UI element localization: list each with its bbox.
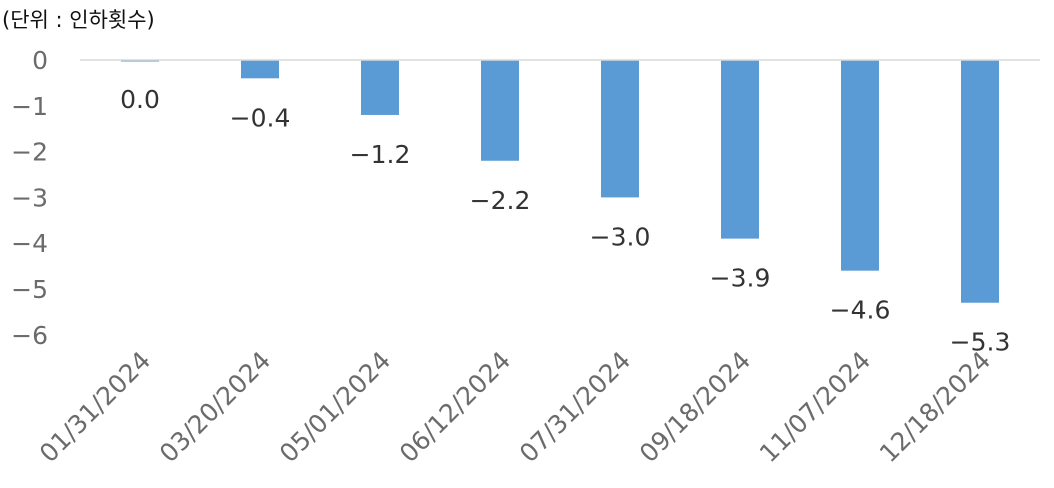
x-category-label: 07/31/2024	[514, 346, 636, 468]
x-category-label: 12/18/2024	[874, 346, 996, 468]
unit-label: (단위 : 인하횟수)	[2, 8, 155, 32]
data-label: −1.2	[350, 140, 411, 169]
bar	[601, 60, 639, 198]
y-tick-label: −6	[11, 321, 48, 350]
y-tick-label: 0	[32, 46, 48, 75]
labels-layer: 0.0 01/31/2024 −0.4 03/20/2024 −1.2 05/01/202…	[34, 59, 1040, 468]
bars-layer	[121, 60, 999, 303]
x-category-label: 05/01/2024	[274, 346, 396, 468]
y-tick-label: −1	[11, 92, 48, 121]
bar	[241, 60, 279, 79]
y-tick-label: −2	[11, 138, 48, 167]
data-label: −4.6	[830, 296, 891, 325]
data-label: −3.0	[590, 222, 651, 251]
data-label: −5.3	[950, 328, 1011, 357]
data-label: −0.4	[230, 103, 291, 132]
bar	[841, 60, 879, 271]
axes-layer: 0 −1 −2 −3 −4 −5 −6	[11, 46, 48, 350]
bar	[961, 60, 999, 303]
data-label: 0.0	[120, 85, 160, 114]
x-category-label: 09/18/2024	[634, 346, 756, 468]
x-category-label: 06/12/2024	[394, 346, 516, 468]
x-category-label: 01/31/2024	[34, 346, 156, 468]
x-category-label: 11/07/2024	[754, 346, 876, 468]
y-tick-label: −4	[11, 229, 48, 258]
data-label: −3.9	[710, 264, 771, 293]
bar	[721, 60, 759, 239]
data-label: −2.2	[470, 186, 531, 215]
x-category-label: 03/20/2024	[154, 346, 276, 468]
y-tick-label: −3	[11, 183, 48, 212]
bar	[481, 60, 519, 161]
bar	[361, 60, 399, 115]
y-tick-label: −5	[11, 275, 48, 304]
